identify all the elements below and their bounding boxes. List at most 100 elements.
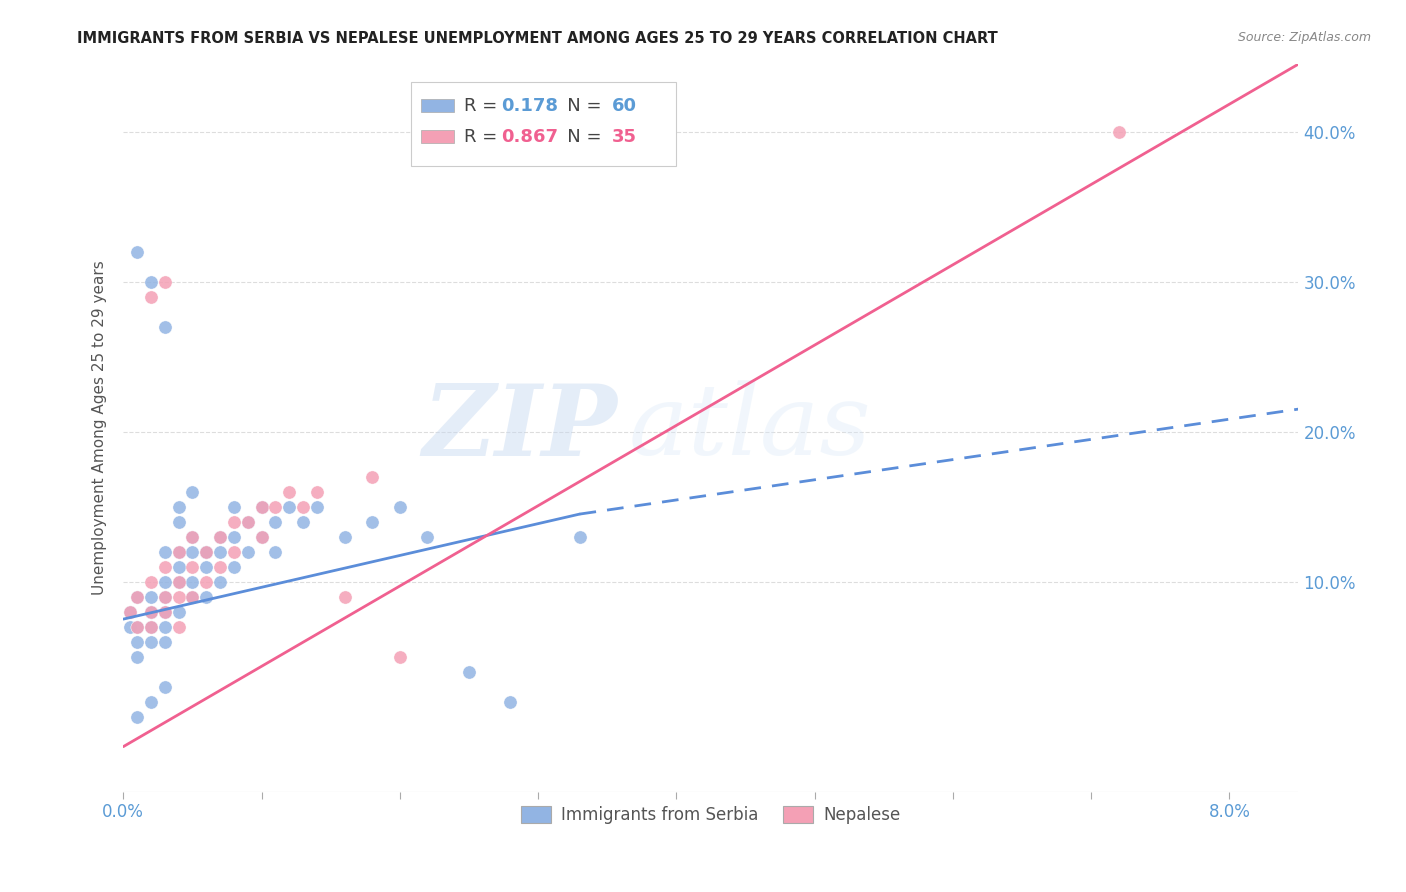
Point <box>139 619 162 633</box>
Point <box>209 530 232 544</box>
Point <box>195 574 218 589</box>
Point <box>361 515 384 529</box>
Point <box>264 500 287 514</box>
Point <box>167 590 190 604</box>
Point <box>1108 124 1130 138</box>
Point <box>139 574 162 589</box>
Point <box>167 559 190 574</box>
Point <box>264 544 287 558</box>
Point <box>139 289 162 303</box>
Point <box>139 619 162 633</box>
Text: R =: R = <box>464 128 503 145</box>
FancyBboxPatch shape <box>420 99 454 112</box>
Point <box>416 530 439 544</box>
Point <box>153 275 176 289</box>
Point <box>195 544 218 558</box>
Point <box>181 559 204 574</box>
Point <box>153 634 176 648</box>
Point <box>153 544 176 558</box>
Text: 0.867: 0.867 <box>502 128 558 145</box>
Point <box>568 530 591 544</box>
FancyBboxPatch shape <box>411 82 676 166</box>
Point <box>209 544 232 558</box>
Text: atlas: atlas <box>628 380 872 475</box>
Text: 60: 60 <box>612 96 637 114</box>
Text: Source: ZipAtlas.com: Source: ZipAtlas.com <box>1237 31 1371 45</box>
Point <box>167 515 190 529</box>
Point <box>361 469 384 483</box>
Point <box>222 500 245 514</box>
Point <box>388 500 411 514</box>
Point <box>292 500 315 514</box>
Point <box>499 695 522 709</box>
Point <box>120 605 142 619</box>
Point <box>222 515 245 529</box>
Text: 0.178: 0.178 <box>502 96 558 114</box>
Point <box>222 530 245 544</box>
Point <box>153 590 176 604</box>
Point <box>153 590 176 604</box>
Text: N =: N = <box>550 96 607 114</box>
Point <box>222 559 245 574</box>
Point <box>167 544 190 558</box>
Point <box>181 590 204 604</box>
Point <box>153 605 176 619</box>
Point <box>139 605 162 619</box>
Point <box>292 515 315 529</box>
Point <box>209 574 232 589</box>
Point <box>195 544 218 558</box>
Point <box>139 634 162 648</box>
Text: 35: 35 <box>612 128 637 145</box>
Point <box>388 649 411 664</box>
Point <box>127 709 149 723</box>
Point <box>278 484 301 499</box>
Point <box>236 515 259 529</box>
Point <box>127 619 149 633</box>
Point <box>127 590 149 604</box>
Point <box>209 530 232 544</box>
Point <box>127 649 149 664</box>
Point <box>250 530 273 544</box>
Point <box>278 500 301 514</box>
Text: R =: R = <box>464 96 503 114</box>
Point <box>181 484 204 499</box>
Point <box>139 605 162 619</box>
Point <box>250 500 273 514</box>
Text: IMMIGRANTS FROM SERBIA VS NEPALESE UNEMPLOYMENT AMONG AGES 25 TO 29 YEARS CORREL: IMMIGRANTS FROM SERBIA VS NEPALESE UNEMP… <box>77 31 998 46</box>
Point <box>139 605 162 619</box>
Point <box>250 530 273 544</box>
Point <box>458 665 481 679</box>
Point <box>181 590 204 604</box>
Point <box>127 590 149 604</box>
Point <box>181 530 204 544</box>
Point <box>333 530 356 544</box>
Point <box>236 544 259 558</box>
Point <box>181 544 204 558</box>
Point <box>195 544 218 558</box>
FancyBboxPatch shape <box>420 130 454 144</box>
Legend: Immigrants from Serbia, Nepalese: Immigrants from Serbia, Nepalese <box>515 799 907 830</box>
Point <box>153 559 176 574</box>
Point <box>181 574 204 589</box>
Point <box>127 244 149 259</box>
Point <box>153 605 176 619</box>
Point <box>167 574 190 589</box>
Point <box>127 634 149 648</box>
Point <box>305 500 328 514</box>
Point <box>139 695 162 709</box>
Point <box>153 319 176 334</box>
Text: ZIP: ZIP <box>422 380 617 476</box>
Point <box>139 590 162 604</box>
Point <box>120 619 142 633</box>
Y-axis label: Unemployment Among Ages 25 to 29 years: Unemployment Among Ages 25 to 29 years <box>93 260 107 595</box>
Point <box>264 515 287 529</box>
Point <box>195 590 218 604</box>
Point <box>195 559 218 574</box>
Point <box>236 515 259 529</box>
Point <box>209 559 232 574</box>
Point <box>222 544 245 558</box>
Point <box>333 590 356 604</box>
Point <box>250 500 273 514</box>
Point <box>120 605 142 619</box>
Point <box>167 544 190 558</box>
